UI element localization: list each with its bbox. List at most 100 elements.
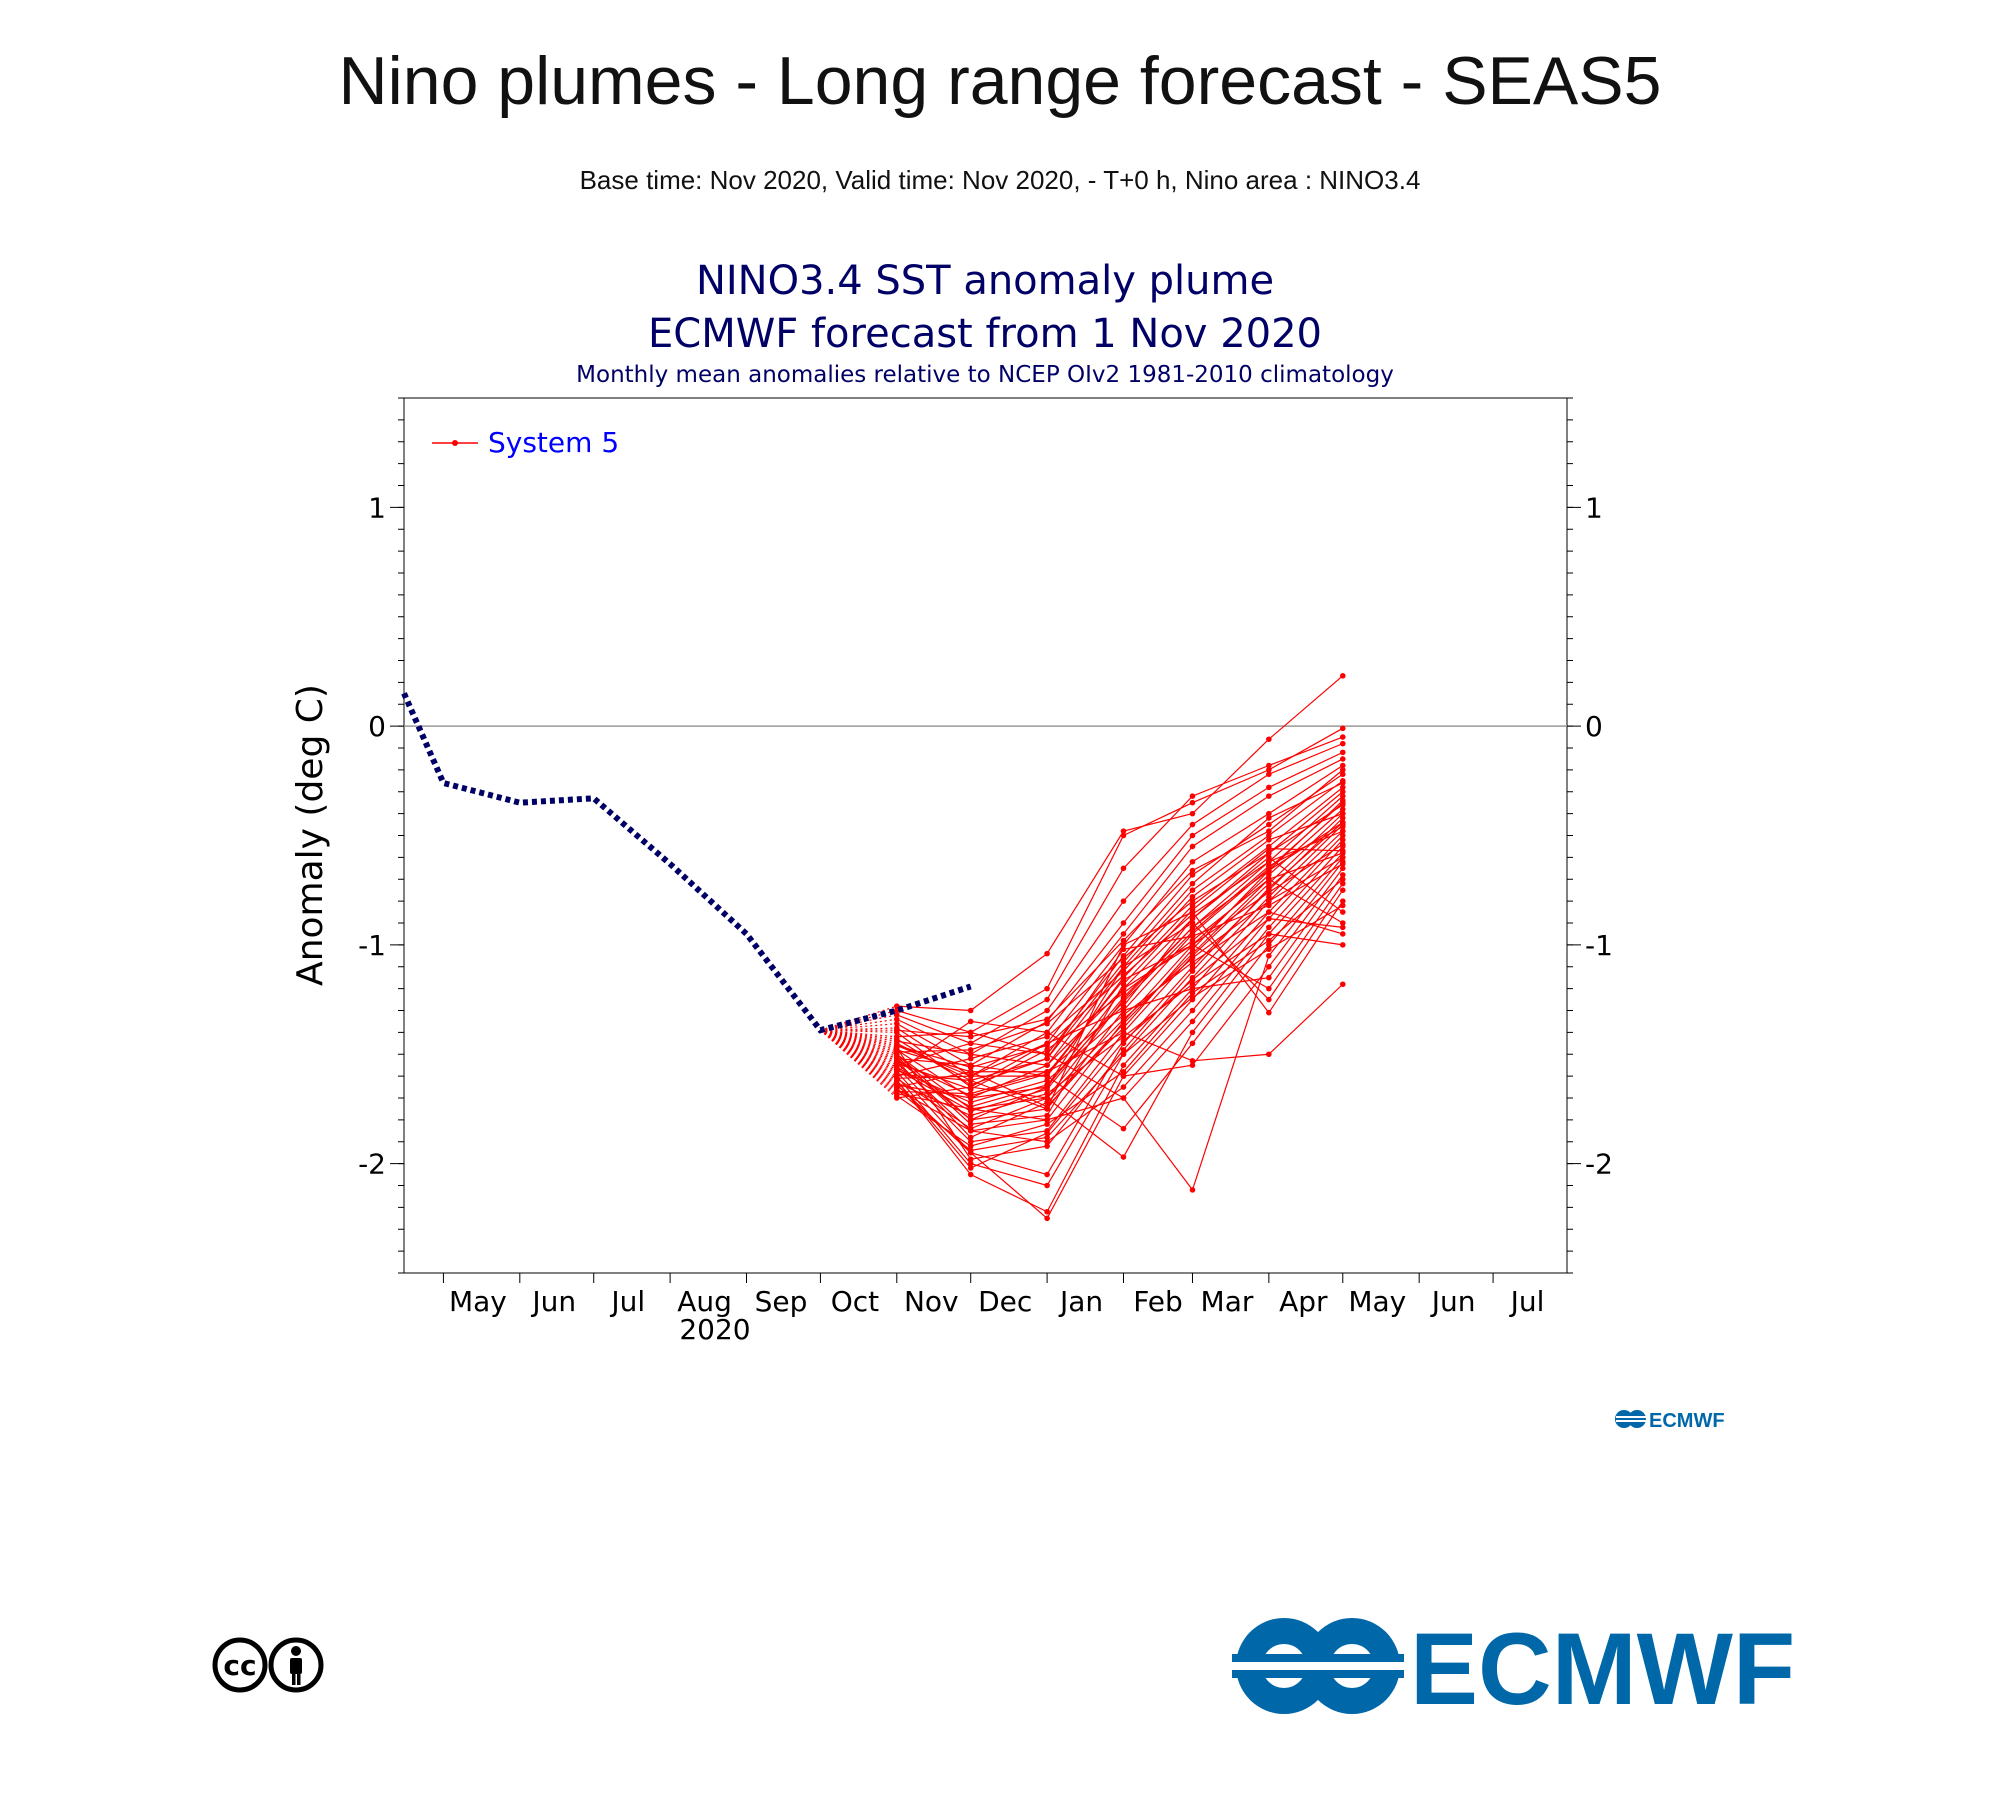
forecast-member-point	[1266, 902, 1272, 909]
forecast-member-point	[1189, 990, 1196, 996]
forecast-member-point	[1266, 880, 1272, 887]
forecast-member-point	[1339, 931, 1346, 937]
forecast-member-point	[1120, 1020, 1127, 1027]
forecast-start-connector	[820, 1029, 898, 1097]
forecast-member-point	[967, 1147, 974, 1154]
forecast-member-point	[1266, 953, 1272, 959]
forecast-member-point	[1339, 920, 1346, 926]
forecast-member-point	[1266, 867, 1272, 874]
forecast-member-point	[967, 1171, 974, 1178]
forecast-member-point	[893, 1071, 900, 1077]
forecast-member-point	[1189, 959, 1196, 966]
forecast-member-point	[1339, 756, 1346, 762]
forecast-member-point	[1044, 1071, 1050, 1077]
forecast-member-point	[967, 1055, 974, 1062]
forecast-member-point	[1120, 1047, 1127, 1053]
x-tick-label: May	[449, 1285, 507, 1318]
forecast-member-point	[893, 1053, 900, 1060]
y-tick-label-left: -2	[358, 1148, 386, 1181]
forecast-member-point	[1266, 937, 1272, 944]
forecast-member-point	[1189, 915, 1196, 922]
forecast-member-point	[1339, 942, 1346, 948]
forecast-member-point	[1044, 1215, 1050, 1222]
forecast-member-point	[1044, 1047, 1050, 1053]
forecast-member-point	[1120, 828, 1127, 834]
forecast-member-point	[967, 1134, 974, 1141]
forecast-member-point	[967, 1086, 974, 1093]
forecast-start-connector	[820, 1029, 898, 1079]
forecast-member-point	[1044, 1138, 1050, 1145]
forecast-member-point	[967, 1029, 974, 1036]
forecast-member-point	[1044, 1033, 1050, 1040]
forecast-member-point	[1266, 828, 1272, 834]
cc-text: cc	[223, 1649, 256, 1682]
forecast-member-point	[1189, 968, 1196, 974]
forecast-member-point	[1189, 1007, 1196, 1014]
forecast-member-point	[1266, 832, 1272, 839]
forecast-member-point	[893, 1058, 900, 1064]
forecast-member-point	[1339, 771, 1346, 778]
forecast-member-point	[1339, 865, 1346, 872]
forecast-member-point	[967, 1033, 974, 1040]
forecast-member-point	[1189, 887, 1196, 893]
forecast-member-point	[1339, 823, 1346, 830]
forecast-member-point	[1339, 780, 1346, 786]
forecast-member-point	[1339, 740, 1346, 747]
forecast-member-point	[1189, 920, 1196, 926]
forecast-member-point	[1044, 1182, 1050, 1189]
forecast-member-point	[1266, 996, 1272, 1003]
forecast-member-point	[1339, 854, 1346, 861]
forecast-member-point	[967, 1077, 974, 1084]
forecast-member-point	[1339, 797, 1346, 804]
y-tick-label-right: -2	[1585, 1148, 1613, 1181]
legend-marker	[452, 440, 458, 446]
forecast-member-point	[1339, 806, 1346, 813]
forecast-member-point	[893, 1016, 900, 1023]
forecast-member-point	[1266, 974, 1272, 981]
forecast-member-point	[1266, 876, 1272, 883]
forecast-member-point	[1044, 1112, 1050, 1119]
forecast-member-point	[967, 1007, 974, 1014]
forecast-member-point	[1120, 977, 1127, 983]
forecast-start-connector	[820, 1029, 897, 1040]
forecast-member-point	[1189, 907, 1196, 913]
forecast-member-point	[1189, 950, 1196, 957]
y-tick-label-right: 0	[1585, 710, 1603, 743]
forecast-member-point	[1044, 1134, 1050, 1141]
forecast-member-point	[1266, 858, 1272, 865]
forecast-member-point	[1339, 673, 1346, 679]
forecast-start-connector	[820, 1029, 898, 1099]
ecmwf-logo: ECMWF	[1232, 1612, 1795, 1722]
forecast-member-point	[1120, 832, 1127, 839]
forecast-member-point	[1120, 898, 1127, 904]
forecast-member-point	[1120, 972, 1127, 979]
forecast-member-point	[1189, 793, 1196, 799]
forecast-member-point	[1339, 841, 1346, 848]
forecast-member-point	[1120, 955, 1127, 961]
forecast-member-point	[1120, 1016, 1127, 1023]
forecast-member-point	[1339, 793, 1346, 799]
x-tick-label: Aug	[677, 1285, 732, 1318]
forecast-member-point	[1189, 1058, 1196, 1064]
forecast-member-point	[967, 1160, 974, 1167]
forecast-member-point	[1266, 863, 1272, 869]
forecast-member-point	[967, 1121, 974, 1128]
forecast-member-point	[967, 1108, 974, 1114]
forecast-member-point	[1044, 1086, 1050, 1093]
y-tick-label-right: 1	[1585, 491, 1603, 524]
forecast-member-point	[1189, 985, 1196, 992]
forecast-member-point	[1339, 725, 1346, 732]
forecast-member-point	[1189, 1187, 1196, 1193]
forecast-start-connector	[820, 1029, 897, 1058]
forecast-member-point	[893, 1075, 900, 1082]
forecast-member-point	[1044, 1090, 1050, 1097]
forecast-member-point	[1044, 996, 1050, 1003]
forecast-member-point	[1189, 924, 1196, 931]
forecast-member-line	[896, 769, 1344, 1038]
forecast-member-point	[967, 1040, 974, 1047]
forecast-member-point	[1339, 762, 1346, 769]
page-title: Nino plumes - Long range forecast - SEAS…	[338, 43, 1662, 119]
y-tick-label-right: -1	[1585, 929, 1613, 962]
forecast-member-point	[1189, 937, 1196, 944]
forecast-member-point	[1120, 1003, 1127, 1009]
